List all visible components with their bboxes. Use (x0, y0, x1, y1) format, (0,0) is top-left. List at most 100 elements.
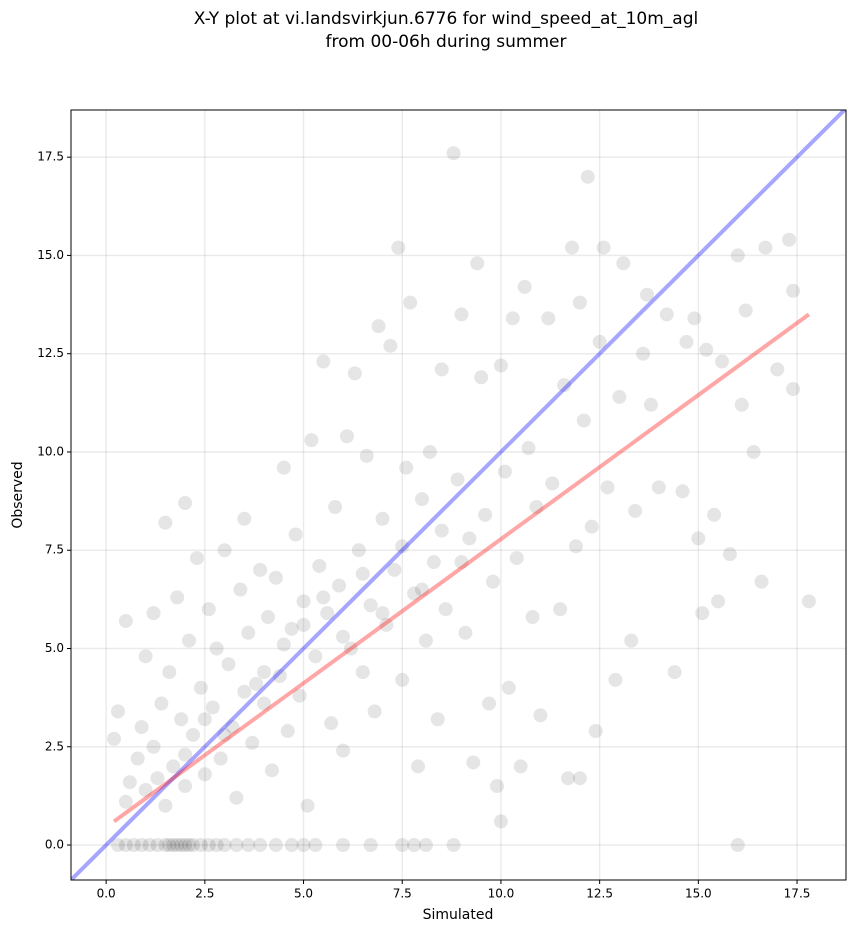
point (643, 397, 658, 412)
point (493, 814, 508, 829)
point (636, 346, 651, 361)
point (154, 696, 169, 711)
point (371, 319, 386, 334)
chart-title: from 00-06h during summer (326, 32, 567, 52)
x-tick-label: 7.5 (393, 887, 412, 901)
point (438, 602, 453, 617)
point (659, 307, 674, 322)
point (296, 617, 311, 632)
point (118, 613, 133, 628)
point (375, 606, 390, 621)
point (395, 539, 410, 554)
point (209, 838, 224, 853)
x-tick-label: 17.5 (784, 887, 811, 901)
point (395, 672, 410, 687)
point (138, 782, 153, 797)
y-tick-label: 2.5 (45, 739, 64, 753)
point (699, 342, 714, 357)
point (182, 838, 197, 853)
point (201, 602, 216, 617)
point (241, 625, 256, 640)
point (351, 543, 366, 558)
point (276, 460, 291, 475)
point (110, 838, 125, 853)
point (316, 590, 331, 605)
point (166, 838, 181, 853)
point (426, 555, 441, 570)
point (478, 507, 493, 522)
point (383, 338, 398, 353)
point (418, 838, 433, 853)
point (391, 240, 406, 255)
point (359, 448, 374, 463)
y-tick-label: 12.5 (37, 346, 64, 360)
point (107, 731, 122, 746)
point (525, 610, 540, 625)
point (541, 311, 556, 326)
line (112, 312, 811, 824)
point (454, 307, 469, 322)
point (189, 551, 204, 566)
point (715, 354, 730, 369)
point (336, 838, 351, 853)
point (616, 256, 631, 271)
point (730, 248, 745, 263)
point (612, 389, 627, 404)
point (711, 594, 726, 609)
point (355, 665, 370, 680)
point (229, 790, 244, 805)
point (395, 838, 410, 853)
point (130, 751, 145, 766)
point (209, 641, 224, 656)
point (521, 441, 536, 456)
point (497, 464, 512, 479)
point (225, 720, 240, 735)
point (734, 397, 749, 412)
point (233, 582, 248, 597)
point (193, 838, 208, 853)
point (146, 739, 161, 754)
point (557, 378, 572, 393)
point (150, 838, 165, 853)
point (407, 586, 422, 601)
point (300, 798, 315, 813)
point (150, 771, 165, 786)
point (786, 283, 801, 298)
point (418, 633, 433, 648)
point (122, 775, 137, 790)
point (758, 240, 773, 255)
x-tick-label: 2.5 (195, 887, 214, 901)
point (213, 751, 228, 766)
point (387, 562, 402, 577)
point (178, 838, 193, 853)
point (786, 382, 801, 397)
point (253, 562, 268, 577)
point (403, 295, 418, 310)
point (237, 511, 252, 526)
point (284, 838, 299, 853)
point (237, 684, 252, 699)
point (336, 743, 351, 758)
point (268, 570, 283, 585)
point (193, 680, 208, 695)
point (730, 838, 745, 853)
point (257, 665, 272, 680)
point (446, 146, 461, 161)
point (170, 838, 185, 853)
point (197, 712, 212, 727)
point (533, 708, 548, 723)
plot-frame (70, 109, 847, 881)
point (624, 633, 639, 648)
point (572, 771, 587, 786)
point (407, 838, 422, 853)
point (707, 507, 722, 522)
point (446, 838, 461, 853)
point (679, 334, 694, 349)
y-tick-label: 0.0 (45, 838, 64, 852)
point (118, 794, 133, 809)
point (276, 637, 291, 652)
point (600, 480, 615, 495)
chart-title: X-Y plot at vi.landsvirkjun.6776 for win… (194, 9, 698, 29)
point (292, 688, 307, 703)
